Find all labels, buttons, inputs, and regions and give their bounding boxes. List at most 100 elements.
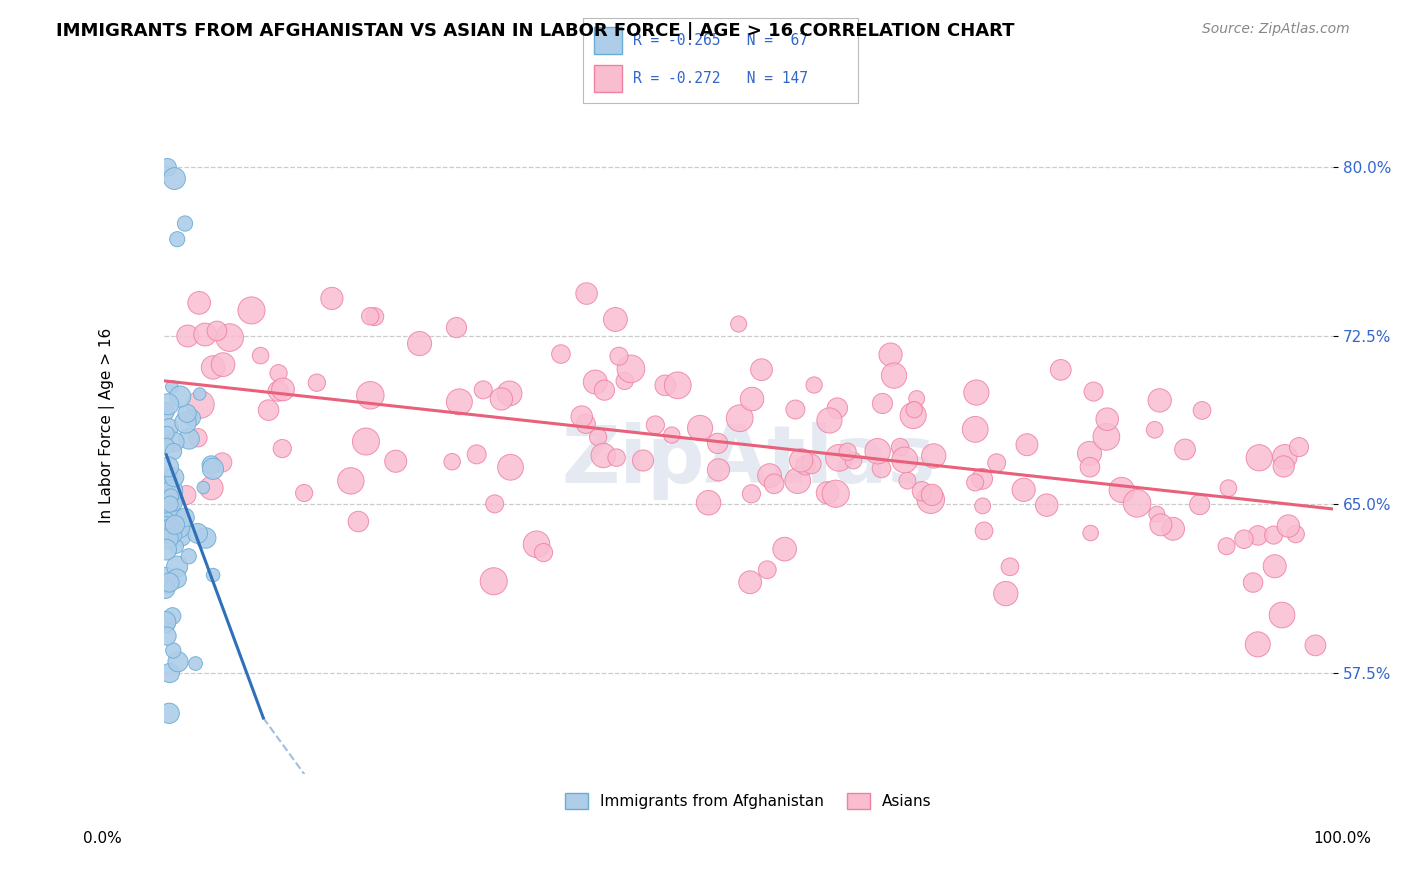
Point <box>160 380 183 394</box>
Point <box>550 347 572 361</box>
Point <box>155 522 177 536</box>
Point <box>249 349 271 363</box>
Point <box>1247 528 1270 542</box>
Point <box>174 510 197 524</box>
Point <box>785 402 807 417</box>
Point <box>384 454 406 468</box>
Point <box>965 385 987 400</box>
Point <box>194 531 217 545</box>
Point <box>446 320 468 334</box>
Point <box>1080 526 1102 541</box>
Point <box>1035 498 1057 512</box>
Text: ZipAtlas: ZipAtlas <box>561 422 935 500</box>
Point <box>257 403 280 417</box>
Point <box>364 310 387 324</box>
Point <box>1218 481 1240 495</box>
Point <box>156 474 179 488</box>
Point <box>1233 532 1256 546</box>
Point <box>1264 559 1286 574</box>
Point <box>1263 528 1285 542</box>
Point <box>571 409 593 424</box>
Point <box>157 706 180 721</box>
Point <box>156 161 179 175</box>
Point <box>1095 412 1118 426</box>
Point <box>706 436 728 450</box>
Point <box>157 532 180 546</box>
Point <box>163 171 186 186</box>
Point <box>973 524 995 538</box>
Point <box>156 426 179 441</box>
Point <box>156 579 179 593</box>
Point <box>174 217 197 231</box>
Point <box>751 362 773 376</box>
Point <box>800 457 823 471</box>
Point <box>484 497 506 511</box>
Point <box>965 475 987 490</box>
Point <box>620 362 643 376</box>
Point <box>491 392 513 406</box>
Point <box>472 383 495 397</box>
Point <box>212 358 235 372</box>
Point <box>153 615 176 629</box>
Point <box>606 450 628 465</box>
Point <box>526 537 548 551</box>
Point <box>155 439 177 453</box>
Point <box>827 401 849 416</box>
Point <box>1305 638 1327 652</box>
Text: 0.0%: 0.0% <box>83 831 122 846</box>
Point <box>1191 403 1213 417</box>
Point <box>666 378 689 392</box>
Point <box>1215 539 1237 553</box>
Point <box>200 458 222 472</box>
Text: 100.0%: 100.0% <box>1313 831 1372 846</box>
Point <box>815 486 838 500</box>
Point <box>163 434 186 449</box>
Point <box>159 665 181 680</box>
Point <box>169 390 191 404</box>
Point <box>1271 608 1294 623</box>
Point <box>986 456 1008 470</box>
Point <box>156 520 179 534</box>
Point <box>202 568 225 582</box>
Point <box>155 542 177 557</box>
Point <box>879 348 901 362</box>
Point <box>972 499 994 513</box>
Point <box>160 489 183 503</box>
Legend: Immigrants from Afghanistan, Asians: Immigrants from Afghanistan, Asians <box>560 787 938 815</box>
Point <box>740 487 762 501</box>
Point <box>176 488 198 502</box>
Point <box>583 375 606 389</box>
Point <box>586 430 609 444</box>
FancyBboxPatch shape <box>595 65 621 93</box>
Point <box>188 296 211 310</box>
Point <box>184 657 207 671</box>
Point <box>965 422 987 436</box>
Point <box>359 388 381 402</box>
Point <box>181 411 204 425</box>
Point <box>157 471 180 485</box>
Point <box>167 520 190 534</box>
Point <box>756 563 779 577</box>
Point <box>159 497 181 511</box>
Point <box>190 398 212 412</box>
Point <box>157 421 180 435</box>
Point <box>697 496 720 510</box>
Point <box>889 440 911 454</box>
Point <box>240 303 263 318</box>
Point <box>170 530 193 544</box>
Point <box>654 378 676 392</box>
Point <box>188 387 211 401</box>
Point <box>903 402 925 417</box>
Point <box>441 455 464 469</box>
Point <box>176 406 198 420</box>
Point <box>1288 440 1310 454</box>
Point <box>607 349 630 363</box>
Point <box>922 449 945 463</box>
Point <box>163 496 186 510</box>
Point <box>408 336 430 351</box>
Point <box>575 417 598 431</box>
Point <box>482 574 505 589</box>
Point <box>1146 507 1168 521</box>
Point <box>155 473 177 487</box>
Point <box>187 431 209 445</box>
